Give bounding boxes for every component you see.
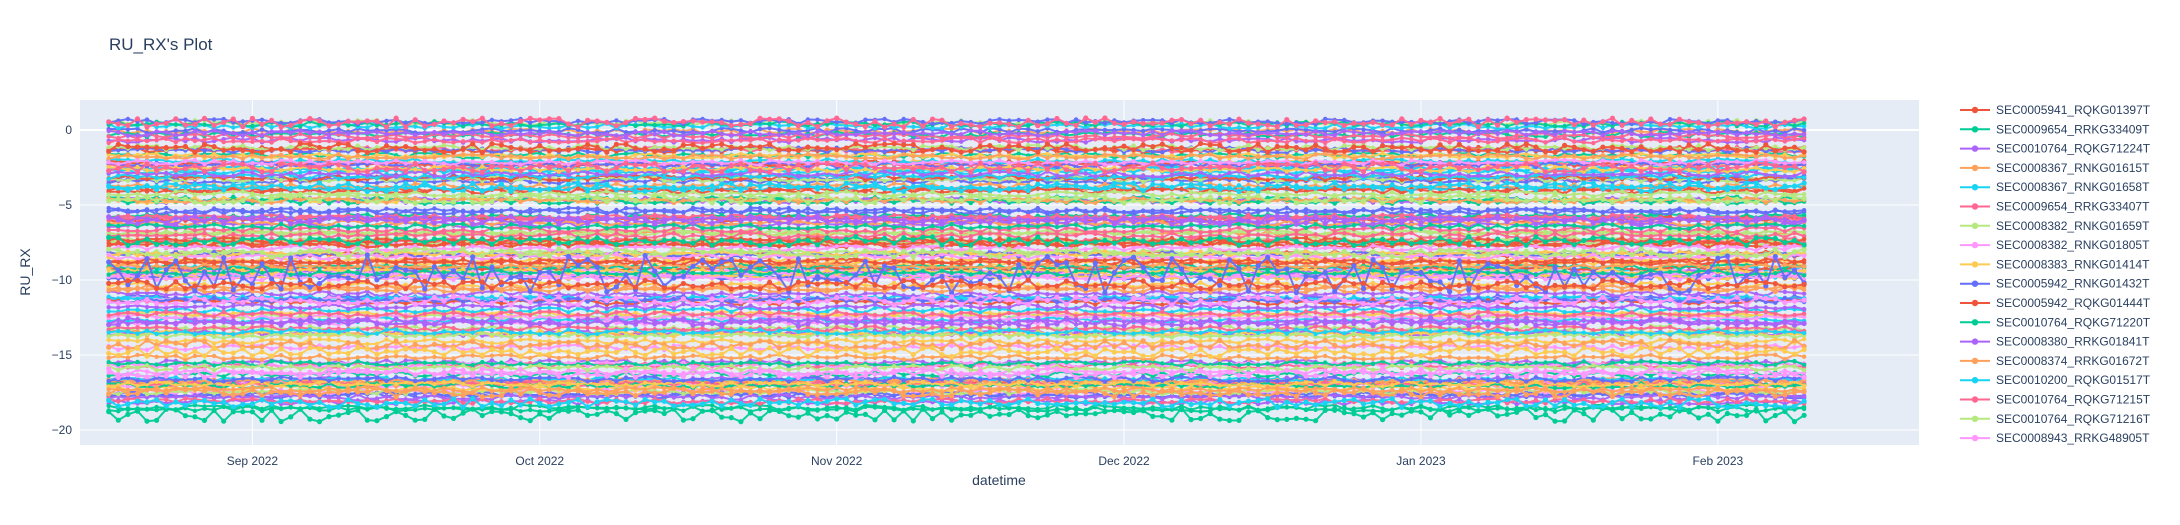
series-point — [681, 152, 685, 156]
series-point — [806, 211, 810, 215]
series-point — [576, 210, 580, 214]
series-point — [643, 180, 647, 184]
series-point — [1802, 213, 1806, 217]
chart-title: RU_RX's Plot — [109, 35, 213, 54]
series-point — [528, 180, 532, 184]
series-point — [624, 211, 628, 215]
series-point — [921, 211, 925, 215]
series-point — [1764, 359, 1768, 363]
series-point — [289, 211, 293, 215]
series-point — [1084, 140, 1088, 144]
series-point — [959, 140, 963, 144]
series-point — [892, 136, 896, 140]
series-point — [490, 358, 494, 362]
series-point — [375, 181, 379, 185]
series-point — [566, 211, 570, 215]
